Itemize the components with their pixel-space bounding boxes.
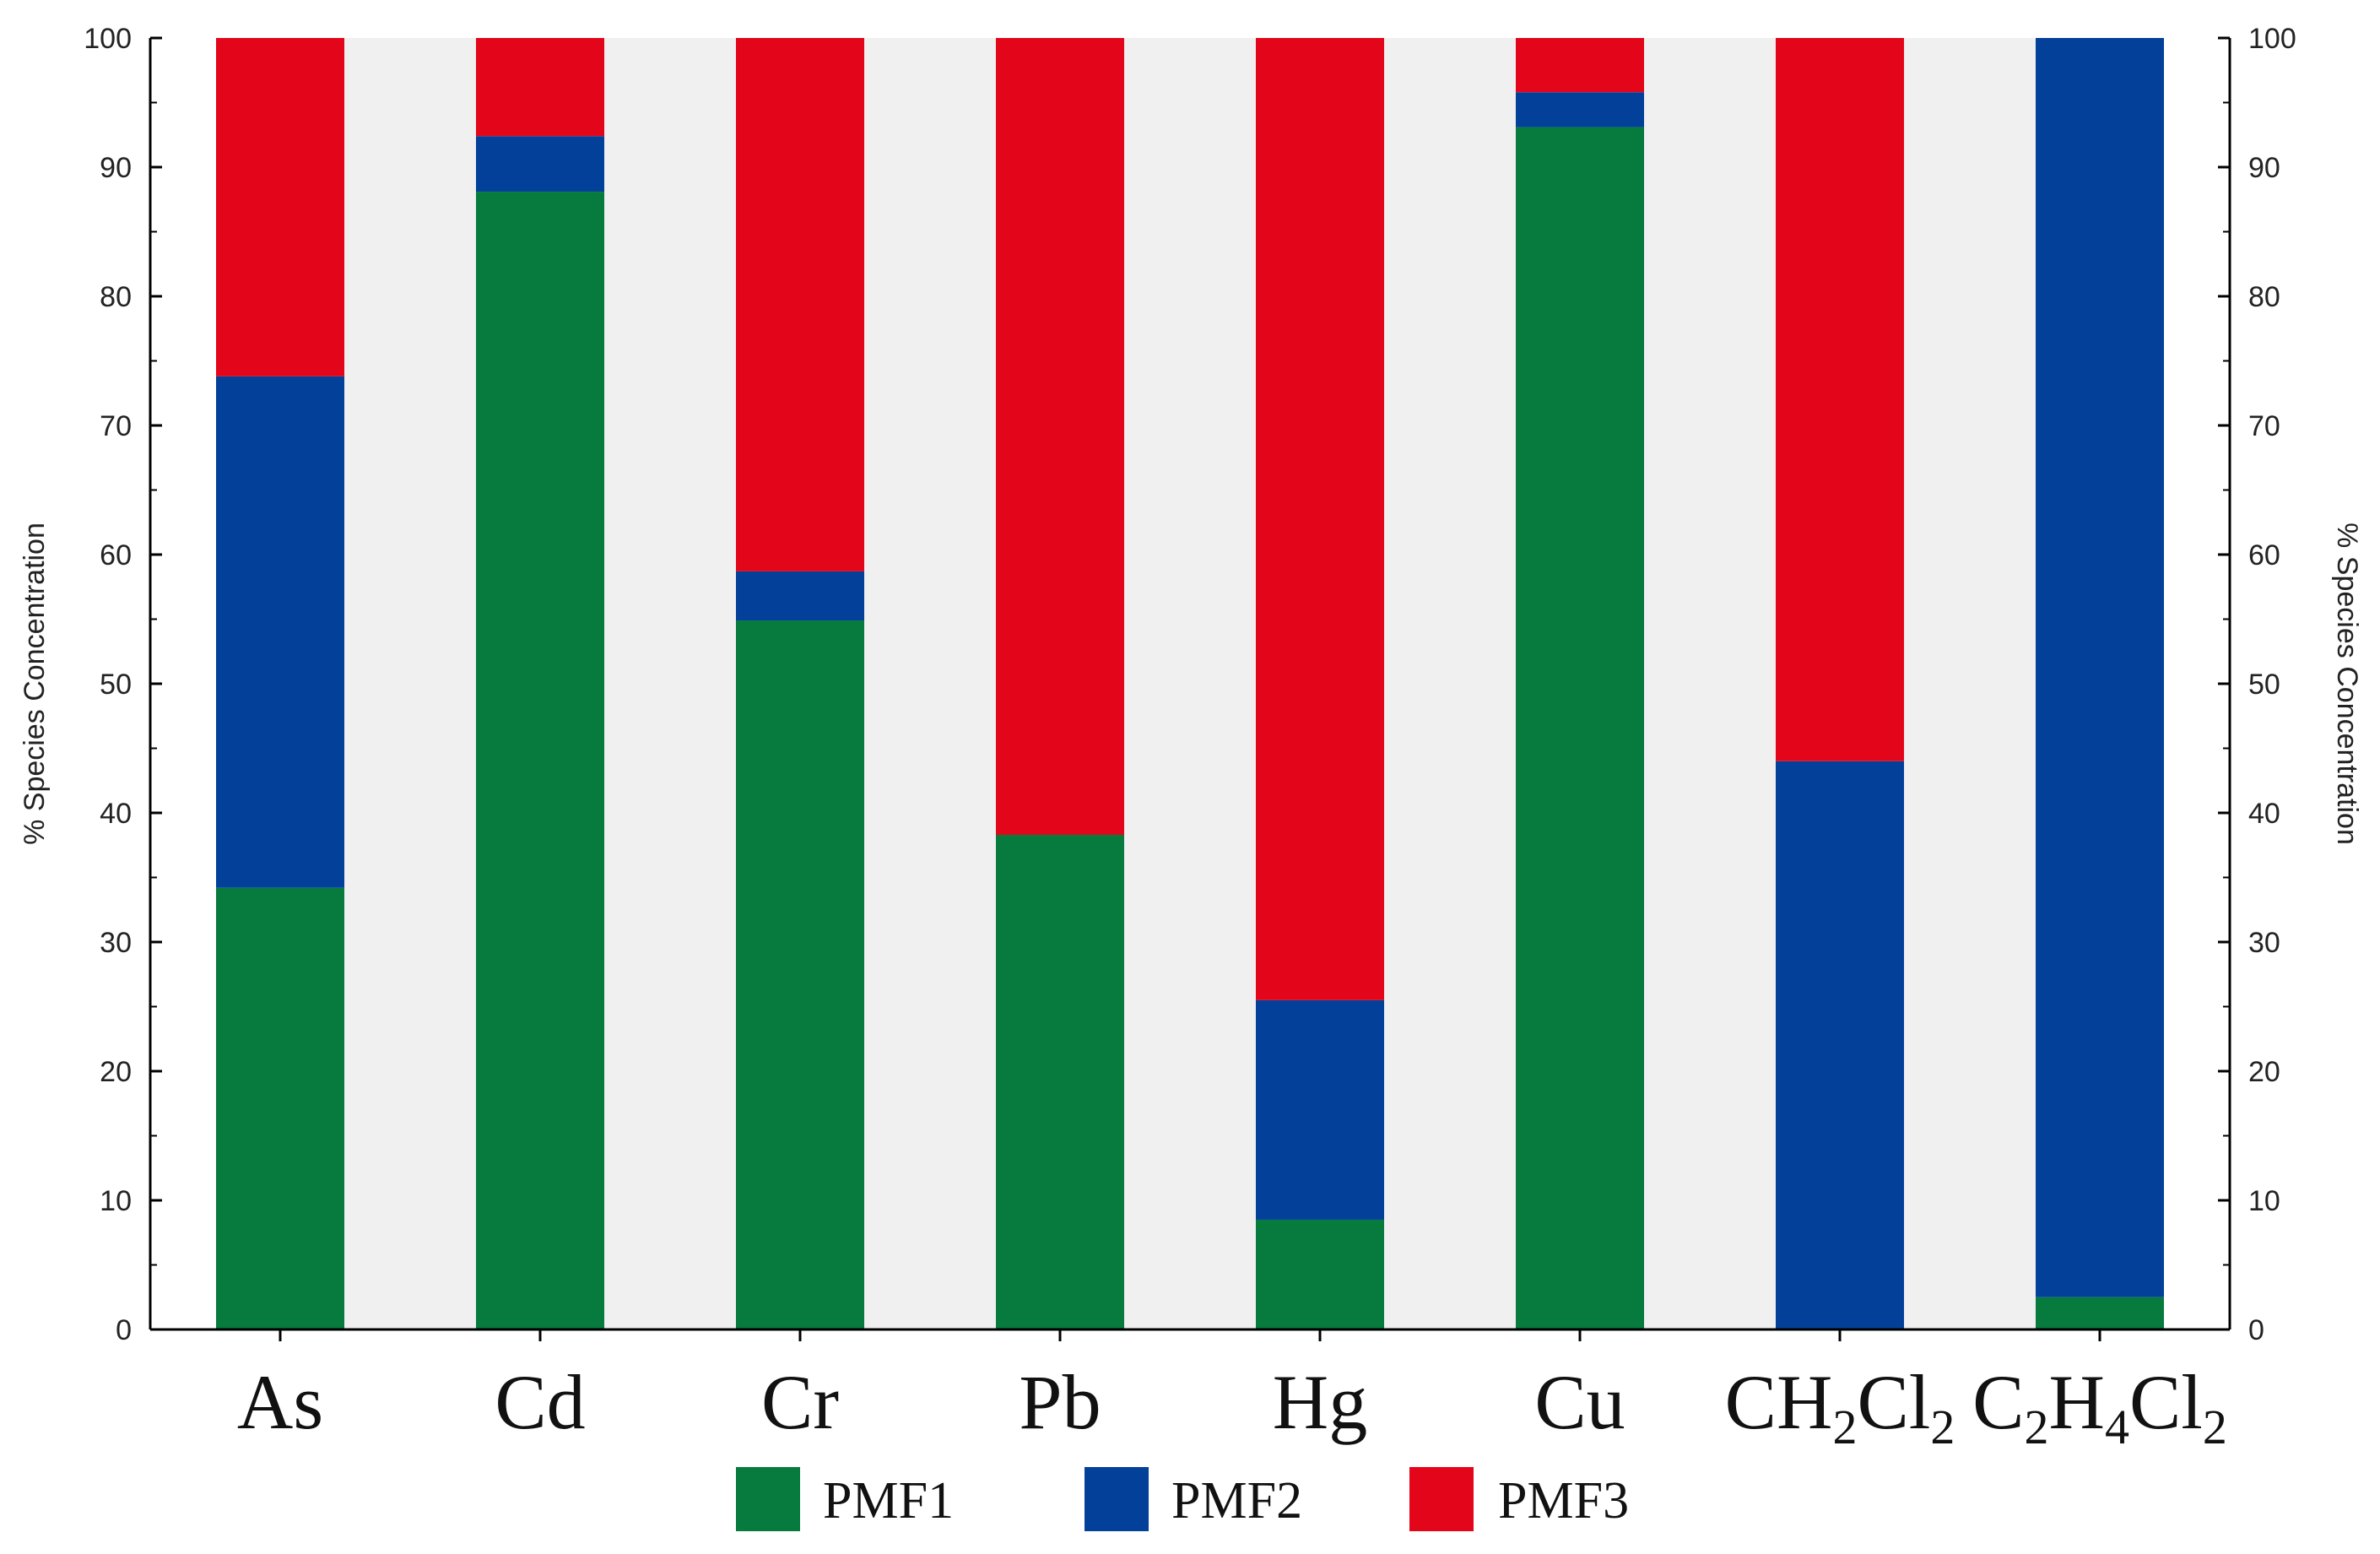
y-tick-label-right: 0	[2248, 1314, 2264, 1346]
bar-pmf3-cr	[736, 38, 864, 571]
bar-pmf2-cr	[736, 571, 864, 621]
x-tick-label-cr: Cr	[761, 1359, 839, 1445]
bar-pmf2-cd	[476, 136, 604, 192]
legend-swatch-pmf1	[736, 1467, 800, 1531]
x-tick-label-ch2cl2: CH2Cl2	[1725, 1359, 1955, 1454]
bar-pmf1-c2h4cl2	[2036, 1297, 2164, 1329]
bar-pmf1-hg	[1256, 1219, 1384, 1329]
bar-pmf2-as	[216, 376, 344, 888]
y-tick-label-right: 80	[2248, 281, 2280, 313]
legend-label-pmf1: PMF1	[823, 1472, 954, 1530]
y-tick-label-left: 70	[100, 410, 132, 442]
y-tick-label-right: 60	[2248, 539, 2280, 571]
x-tick-label-cd: Cd	[495, 1359, 585, 1445]
background-band	[1904, 38, 2036, 1329]
bar-pmf3-hg	[1256, 38, 1384, 1000]
y-tick-label-right: 70	[2248, 410, 2280, 442]
y-tick-label-left: 30	[100, 927, 132, 959]
bar-pmf3-cd	[476, 38, 604, 137]
background-band	[344, 38, 476, 1329]
background-band	[1644, 38, 1776, 1329]
y-tick-label-left: 20	[100, 1056, 132, 1088]
y-axis-title-right: % Species Concentration	[2331, 523, 2363, 845]
bar-pmf1-as	[216, 887, 344, 1329]
legend-label-pmf3: PMF3	[1498, 1472, 1629, 1530]
bar-pmf3-pb	[996, 38, 1124, 836]
x-tick-label-cu: Cu	[1534, 1359, 1625, 1445]
y-tick-label-left: 0	[116, 1314, 132, 1346]
y-tick-label-right: 100	[2248, 23, 2296, 55]
y-tick-label-right: 50	[2248, 669, 2280, 701]
legend-swatch-pmf2	[1085, 1467, 1149, 1531]
bar-pmf1-pb	[996, 835, 1124, 1329]
bar-pmf1-cu	[1516, 127, 1644, 1329]
background-band	[1384, 38, 1516, 1329]
y-tick-label-left: 100	[84, 23, 132, 55]
y-tick-label-right: 90	[2248, 152, 2280, 184]
legend-label-pmf2: PMF2	[1171, 1472, 1302, 1530]
y-tick-label-left: 60	[100, 539, 132, 571]
y-tick-label-right: 30	[2248, 927, 2280, 959]
background-band	[604, 38, 736, 1329]
bar-pmf2-c2h4cl2	[2036, 38, 2164, 1297]
x-tick-label-hg: Hg	[1273, 1359, 1367, 1445]
y-tick-label-left: 40	[100, 798, 132, 830]
y-tick-label-left: 90	[100, 152, 132, 184]
background-band	[864, 38, 996, 1329]
y-tick-label-left: 50	[100, 669, 132, 701]
bar-pmf2-hg	[1256, 999, 1384, 1220]
bar-pmf3-as	[216, 38, 344, 376]
x-tick-label-as: As	[237, 1359, 323, 1445]
bar-pmf3-ch2cl2	[1776, 38, 1904, 761]
y-tick-label-right: 20	[2248, 1056, 2280, 1088]
legend-swatch-pmf3	[1409, 1467, 1474, 1531]
bar-pmf2-ch2cl2	[1776, 761, 1904, 1329]
bar-pmf2-cu	[1516, 92, 1644, 127]
bar-pmf1-cd	[476, 192, 604, 1329]
y-tick-label-right: 40	[2248, 798, 2280, 830]
y-tick-label-left: 10	[100, 1185, 132, 1217]
y-tick-label-right: 10	[2248, 1185, 2280, 1217]
y-axis-title-left: % Species Concentration	[19, 523, 51, 845]
background-band	[1124, 38, 1256, 1329]
y-tick-label-left: 80	[100, 281, 132, 313]
x-tick-label-pb: Pb	[1019, 1359, 1101, 1445]
bar-pmf1-cr	[736, 620, 864, 1329]
x-tick-label-c2h4cl2: C2H4Cl2	[1972, 1359, 2227, 1454]
bar-pmf3-cu	[1516, 38, 1644, 93]
